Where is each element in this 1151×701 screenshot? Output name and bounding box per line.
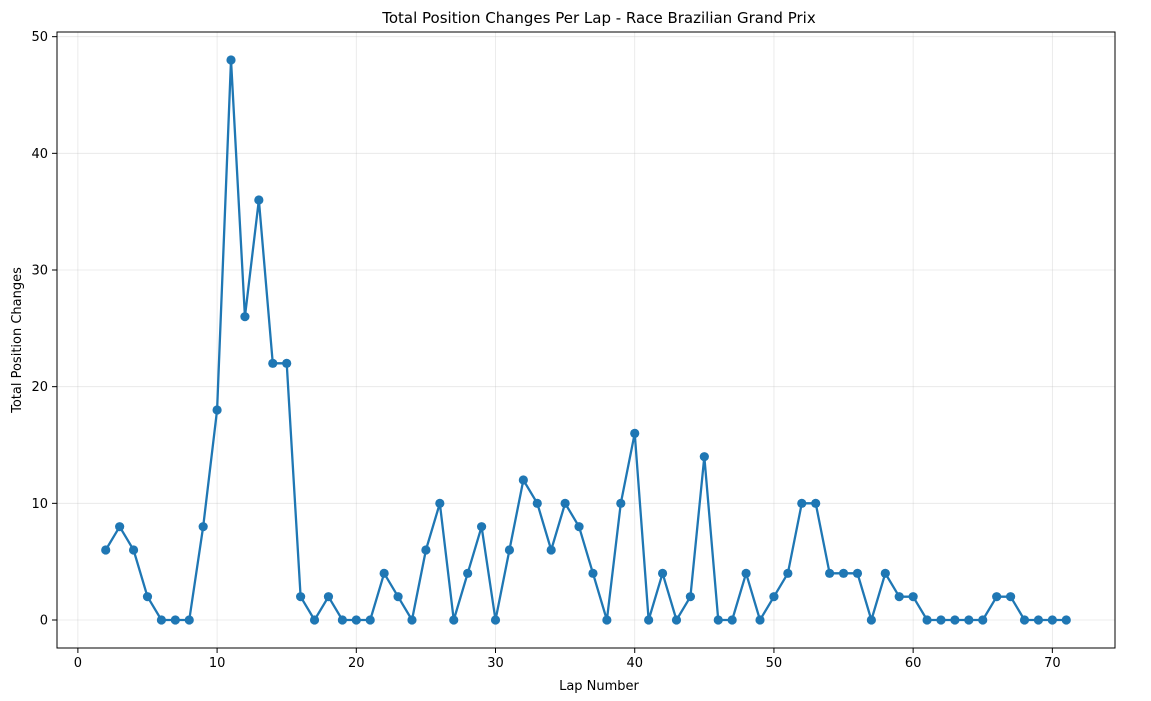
x-tick-label: 30	[487, 656, 504, 671]
data-point	[421, 545, 431, 555]
data-point	[922, 615, 932, 625]
data-point	[476, 522, 487, 532]
data-point	[309, 615, 320, 625]
y-tick-label: 20	[31, 380, 48, 395]
data-point	[978, 615, 988, 625]
data-point	[254, 195, 264, 205]
x-tick-label: 70	[1044, 656, 1061, 671]
y-tick-label: 10	[31, 497, 48, 512]
data-point	[337, 615, 347, 625]
y-tick-label: 30	[31, 264, 48, 279]
data-point	[449, 615, 459, 625]
data-point	[644, 615, 654, 625]
data-point	[671, 615, 682, 625]
data-point	[560, 498, 570, 508]
data-point	[811, 498, 821, 508]
data-point	[226, 55, 236, 65]
data-point	[463, 568, 473, 578]
data-point	[713, 615, 723, 625]
data-point	[170, 615, 180, 625]
data-point	[825, 568, 835, 578]
data-point	[685, 592, 696, 602]
data-point	[212, 405, 222, 415]
data-point	[115, 522, 125, 532]
data-point	[908, 592, 918, 602]
data-point	[323, 592, 334, 602]
data-point	[546, 545, 556, 555]
data-point	[574, 522, 584, 532]
y-tick-label: 40	[31, 147, 48, 162]
plot-area-frame	[56, 31, 1116, 649]
series-layer	[101, 55, 1071, 625]
data-point	[532, 498, 542, 508]
data-point	[240, 312, 250, 322]
data-point	[992, 592, 1002, 602]
data-point	[616, 498, 626, 508]
data-point	[296, 592, 306, 602]
data-point	[783, 568, 793, 578]
data-point	[852, 568, 863, 578]
x-axis-label: Lap Number	[559, 679, 639, 694]
data-point	[727, 615, 737, 625]
data-point	[866, 615, 876, 625]
data-point	[894, 592, 904, 602]
x-tick-label: 40	[626, 656, 643, 671]
x-tick-label: 10	[209, 656, 226, 671]
y-axis-label: Total Position Changes	[10, 267, 25, 414]
data-point	[880, 568, 890, 578]
data-point	[407, 615, 417, 625]
data-point	[769, 592, 779, 602]
data-point	[198, 522, 208, 532]
data-point	[1061, 615, 1071, 625]
x-tick-label: 20	[348, 656, 365, 671]
data-point	[838, 568, 849, 578]
data-point	[128, 545, 139, 555]
data-point	[1019, 615, 1030, 625]
data-point	[1033, 615, 1044, 625]
data-point	[156, 615, 167, 625]
x-tick-label: 0	[74, 656, 82, 671]
data-point	[379, 568, 389, 578]
data-point	[699, 452, 709, 462]
data-point	[365, 615, 375, 625]
y-tick-label: 0	[40, 614, 48, 629]
data-point	[755, 615, 765, 625]
x-tick-label: 50	[766, 656, 783, 671]
data-point	[936, 615, 946, 625]
data-point	[504, 545, 515, 555]
y-axis-ticks: 0 10 20 30 40 50	[31, 30, 57, 629]
data-point	[797, 498, 807, 508]
data-point	[393, 592, 403, 602]
data-point	[588, 568, 598, 578]
data-point	[490, 615, 501, 625]
data-point	[101, 545, 111, 555]
data-point	[351, 615, 361, 625]
data-point	[518, 475, 528, 485]
data-point	[630, 428, 640, 438]
data-point	[741, 568, 751, 578]
data-point	[142, 592, 153, 602]
y-tick-label: 50	[31, 30, 48, 45]
x-axis-ticks: 0 10 20 30 40 50 60 70	[74, 648, 1061, 671]
data-point	[184, 615, 194, 625]
x-tick-label: 60	[905, 656, 922, 671]
data-point	[657, 568, 668, 578]
grid-lines	[57, 32, 1115, 648]
data-point	[1005, 592, 1016, 602]
data-point	[268, 358, 278, 368]
data-point	[282, 358, 292, 368]
data-point	[1047, 615, 1057, 625]
data-point	[964, 615, 974, 625]
data-point	[950, 615, 960, 625]
data-point	[602, 615, 612, 625]
chart-title: Total Position Changes Per Lap - Race Br…	[381, 9, 816, 27]
series-line	[104, 58, 1068, 622]
data-point	[435, 498, 445, 508]
